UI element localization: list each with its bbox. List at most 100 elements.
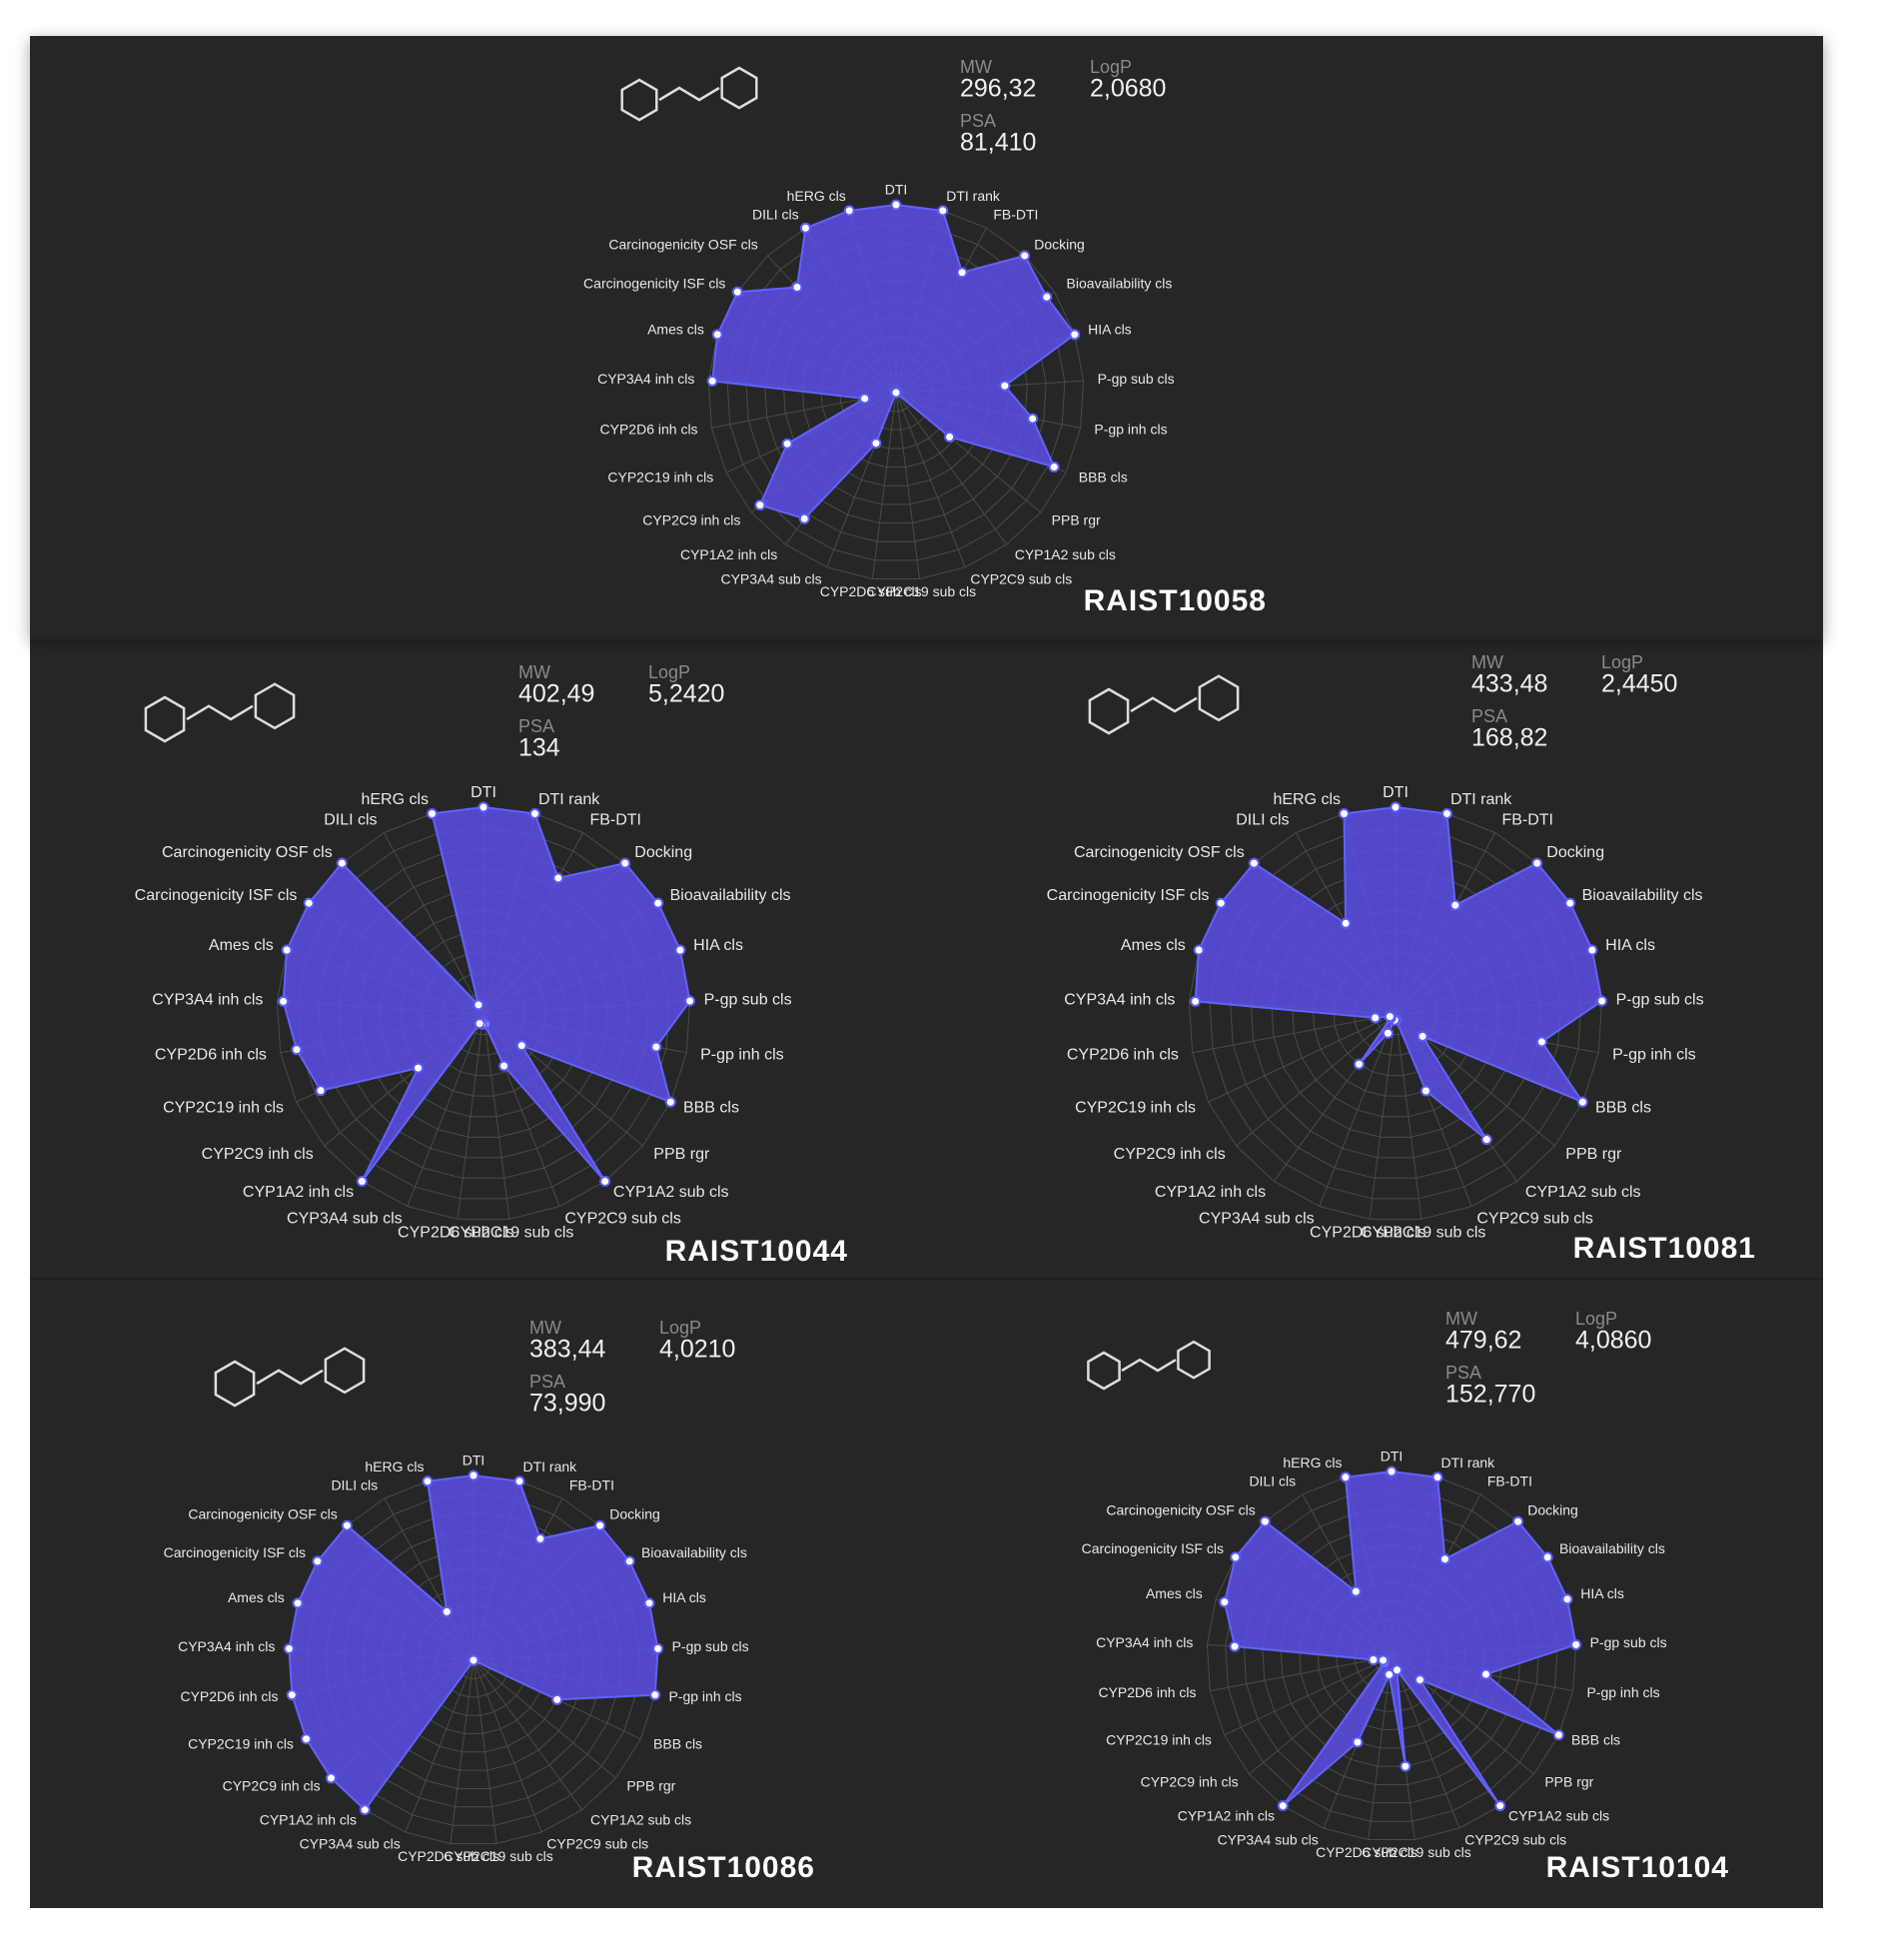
data-point bbox=[1384, 1668, 1396, 1680]
axis-label: Carcinogenicity OSF cls bbox=[1074, 844, 1245, 861]
data-point bbox=[1416, 1030, 1428, 1042]
axis-label: Carcinogenicity OSF cls bbox=[1106, 1502, 1255, 1518]
axis-label: Docking bbox=[634, 844, 692, 861]
axis-label: Bioavailability cls bbox=[641, 1544, 747, 1560]
axis-label: CYP3A4 sub cls bbox=[287, 1211, 403, 1228]
data-point bbox=[498, 1060, 510, 1072]
axis-label: HIA cls bbox=[1088, 321, 1132, 337]
property-label: LogP bbox=[1575, 1309, 1617, 1329]
data-point bbox=[1382, 1027, 1394, 1039]
radar-card: DTI DTI rank FB-DTI Docking Bioavailability … bbox=[583, 57, 1266, 617]
axis-label: CYP2C9 sub cls bbox=[546, 1836, 648, 1852]
axis-label: HIA cls bbox=[662, 1589, 706, 1605]
data-point bbox=[1564, 897, 1576, 909]
axis-label: DILI cls bbox=[1249, 1472, 1296, 1488]
property-value: 134 bbox=[518, 734, 560, 762]
data-point bbox=[650, 1041, 662, 1053]
axis-label: CYP2C19 inh cls bbox=[163, 1099, 284, 1116]
axis-label: DTI bbox=[463, 1453, 485, 1469]
data-point bbox=[1440, 808, 1452, 820]
data-point bbox=[422, 1475, 434, 1487]
data-point bbox=[1535, 1036, 1547, 1048]
axis-label: DILI cls bbox=[331, 1476, 378, 1492]
axis-label: CYP1A2 sub cls bbox=[1015, 546, 1116, 562]
data-point bbox=[731, 286, 743, 298]
data-point bbox=[1531, 857, 1543, 869]
data-point bbox=[1340, 917, 1352, 929]
data-point bbox=[336, 857, 348, 869]
axis-label: CYP2C19 sub cls bbox=[1362, 1844, 1471, 1860]
axis-label: CYP3A4 sub cls bbox=[720, 571, 821, 587]
data-point bbox=[1277, 1800, 1289, 1812]
axis-label: CYP3A4 inh cls bbox=[597, 371, 694, 387]
data-point bbox=[513, 1475, 525, 1487]
property-label: PSA bbox=[529, 1372, 565, 1392]
compound-id: RAIST10104 bbox=[1546, 1851, 1729, 1884]
axis-label: CYP2D6 sub cls bbox=[820, 583, 922, 599]
data-point bbox=[890, 199, 902, 211]
axis-label: CYP1A2 inh cls bbox=[680, 546, 777, 562]
axis-label: CYP2C9 inh cls bbox=[223, 1778, 321, 1794]
data-point bbox=[652, 897, 664, 909]
axis-label: P-gp sub cls bbox=[1098, 371, 1175, 387]
axis-label: P-gp sub cls bbox=[1590, 1634, 1667, 1650]
ring bbox=[1087, 1351, 1121, 1391]
chain bbox=[1130, 696, 1198, 713]
data-point bbox=[1494, 1800, 1506, 1812]
axis-label: Carcinogenicity ISF cls bbox=[135, 887, 298, 904]
property-value: 73,990 bbox=[529, 1390, 605, 1418]
data-point bbox=[791, 281, 803, 293]
data-point bbox=[798, 512, 810, 524]
axis-label: P-gp inh cls bbox=[1612, 1047, 1696, 1064]
data-point bbox=[754, 499, 766, 511]
axis-label: DTI rank bbox=[946, 188, 1001, 204]
property-value: 168,82 bbox=[1471, 724, 1547, 752]
axis-label: CYP2D6 sub cls bbox=[398, 1848, 499, 1864]
grid-spoke bbox=[1236, 1013, 1397, 1147]
axis-label: Docking bbox=[1527, 1502, 1578, 1518]
property-value: 402,49 bbox=[518, 680, 594, 708]
data-point bbox=[292, 1597, 304, 1609]
axis-label: P-gp inh cls bbox=[1586, 1684, 1659, 1700]
radar-card: DTI DTI rank FB-DTI Docking Bioavailability … bbox=[135, 662, 847, 1268]
data-point bbox=[1041, 291, 1053, 303]
data-point bbox=[1193, 944, 1205, 956]
data-point bbox=[473, 1018, 485, 1030]
property-label: LogP bbox=[1090, 57, 1132, 77]
ring bbox=[144, 695, 186, 743]
molecule-structure bbox=[144, 682, 296, 743]
axis-label: CYP1A2 sub cls bbox=[590, 1812, 691, 1828]
data-point bbox=[1561, 1593, 1573, 1605]
axis-label: Carcinogenicity ISF cls bbox=[583, 275, 725, 291]
ring bbox=[720, 66, 758, 110]
axis-label: CYP2C19 sub cls bbox=[866, 583, 976, 599]
data-point bbox=[301, 1733, 313, 1745]
grid-spoke bbox=[895, 392, 966, 567]
data-point bbox=[283, 1642, 295, 1654]
axis-label: P-gp sub cls bbox=[1616, 991, 1704, 1008]
axis-label: Carcinogenicity OSF cls bbox=[162, 844, 333, 861]
data-point bbox=[413, 1062, 425, 1074]
data-point bbox=[1352, 1736, 1364, 1748]
axis-label: FB-DTI bbox=[569, 1476, 614, 1492]
property-label: PSA bbox=[1471, 706, 1507, 726]
data-point bbox=[594, 1519, 606, 1531]
axis-label: Carcinogenicity ISF cls bbox=[164, 1544, 306, 1560]
property-value: 2,0680 bbox=[1090, 75, 1166, 103]
property-value: 81,410 bbox=[960, 129, 1036, 157]
data-point bbox=[1019, 250, 1031, 262]
compound-id: RAIST10086 bbox=[632, 1851, 815, 1884]
grid-spoke bbox=[871, 392, 897, 579]
axis-label: DTI bbox=[1383, 784, 1409, 801]
grid-spoke bbox=[472, 1659, 542, 1833]
property-label: PSA bbox=[960, 111, 996, 131]
ring bbox=[254, 682, 296, 730]
axis-label: BBB cls bbox=[1079, 470, 1128, 486]
axis-label: Ames cls bbox=[1146, 1585, 1203, 1601]
axis-label: BBB cls bbox=[1595, 1099, 1651, 1116]
data-point bbox=[303, 897, 315, 909]
axis-label: DTI rank bbox=[1440, 1455, 1495, 1470]
axis-label: CYP2C9 inh cls bbox=[1141, 1774, 1239, 1790]
property-value: 5,2420 bbox=[648, 680, 724, 708]
data-point bbox=[1215, 897, 1227, 909]
